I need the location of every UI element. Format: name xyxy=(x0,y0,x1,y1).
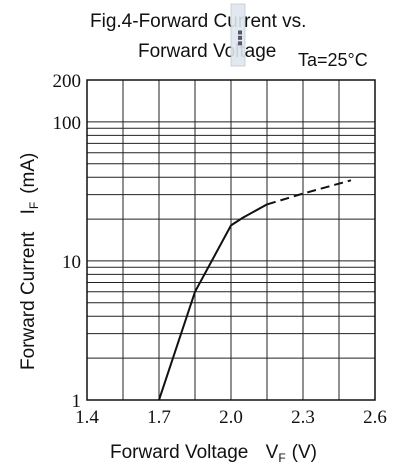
y-axis-label-text: Forward Current xyxy=(18,231,39,370)
curve-layer xyxy=(158,179,352,401)
plot-frame xyxy=(86,79,376,401)
x-tick-label: 2.6 xyxy=(363,407,387,428)
y-tick-label: 10 xyxy=(62,252,81,273)
chart-grid xyxy=(87,80,375,400)
x-axis-label: Forward Voltage VF (V) xyxy=(110,442,317,465)
x-axis-symbol: V xyxy=(266,442,279,463)
x-tick-labels: 1.4 1.7 2.0 2.3 2.6 xyxy=(75,407,387,428)
watermark-stamp: ▪▪▪ xyxy=(230,3,246,67)
x-tick-label: 2.0 xyxy=(219,407,243,428)
forward-curve-solid xyxy=(158,203,268,401)
y-tick-label: 1 xyxy=(72,391,82,412)
y-tick-labels: 1 10 100 200 xyxy=(53,71,82,412)
chart-condition: Ta=25°C xyxy=(298,50,368,70)
forward-curve-extrapolated xyxy=(266,179,352,206)
y-tick-label: 100 xyxy=(53,113,82,134)
y-axis-symbol: I xyxy=(18,209,39,214)
y-axis-label: Forward Current IF (mA) xyxy=(18,153,41,370)
chart-title: Fig.4-Forward Current vs. xyxy=(90,11,306,32)
x-tick-label: 1.7 xyxy=(147,407,171,428)
y-axis-subscript: F xyxy=(27,202,41,209)
y-axis-unit: (mA) xyxy=(18,153,39,194)
chart-subtitle: Forward Voltage xyxy=(138,41,276,62)
x-tick-label: 2.3 xyxy=(291,407,315,428)
x-axis-label-text: Forward Voltage xyxy=(110,442,248,463)
svg-text:▪▪▪: ▪▪▪ xyxy=(236,30,245,46)
x-axis-subscript: F xyxy=(278,451,285,465)
x-axis-unit: (V) xyxy=(292,442,317,463)
x-tick-label: 1.4 xyxy=(75,407,99,428)
y-tick-label: 200 xyxy=(53,71,82,92)
